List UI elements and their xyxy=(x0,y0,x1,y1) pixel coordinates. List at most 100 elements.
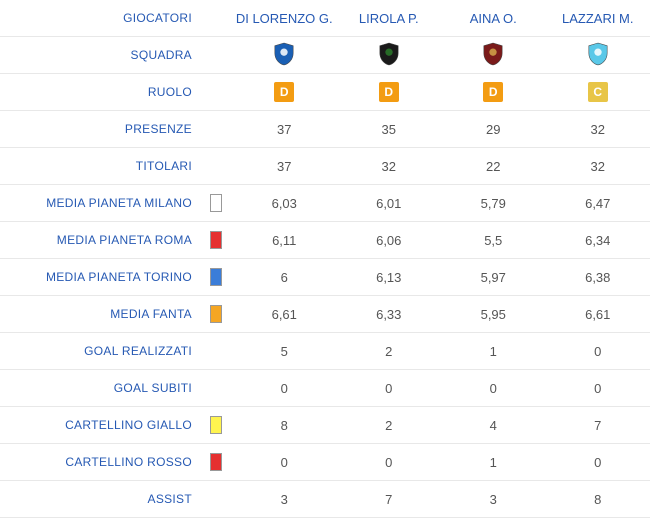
stat-value: 1 xyxy=(441,455,546,470)
row-label: GOAL REALIZZATI xyxy=(0,344,200,358)
team-shield-cell xyxy=(232,42,337,69)
team-shield-cell xyxy=(441,42,546,69)
stat-value: 0 xyxy=(337,381,442,396)
player-header: LAZZARI M. xyxy=(546,11,650,26)
stat-value: 6,01 xyxy=(337,196,442,211)
stat-value: 4 xyxy=(441,418,546,433)
table-row: GOAL REALIZZATI 5210 xyxy=(0,333,650,370)
indicator-cell xyxy=(200,268,232,286)
role-badge: D xyxy=(483,82,503,102)
stat-value: 2 xyxy=(337,344,442,359)
color-indicator-icon xyxy=(210,194,222,212)
stat-value: 0 xyxy=(546,344,650,359)
team-shield-icon xyxy=(273,42,295,66)
stat-value: 37 xyxy=(232,122,337,137)
table-row: MEDIA PIANETA MILANO6,036,015,796,47 xyxy=(0,185,650,222)
indicator-cell xyxy=(200,453,232,471)
ruolo-row: RUOLO D D D C xyxy=(0,74,650,111)
squadra-row: SQUADRA xyxy=(0,37,650,74)
stat-value: 6,03 xyxy=(232,196,337,211)
team-shield-icon xyxy=(482,42,504,66)
color-indicator-icon xyxy=(210,268,222,286)
role-badge: D xyxy=(274,82,294,102)
stat-value: 6,06 xyxy=(337,233,442,248)
indicator-cell xyxy=(200,416,232,434)
table-row: TITOLARI37322232 xyxy=(0,148,650,185)
stat-value: 6,61 xyxy=(546,307,650,322)
row-label: SQUADRA xyxy=(0,48,200,62)
row-label: GOAL SUBITI xyxy=(0,381,200,395)
row-label: MEDIA PIANETA TORINO xyxy=(0,270,200,284)
stat-value: 0 xyxy=(232,455,337,470)
color-indicator-icon xyxy=(210,453,222,471)
stats-table: GIOCATORI DI LORENZO G. LIROLA P. AINA O… xyxy=(0,0,650,518)
player-header: DI LORENZO G. xyxy=(232,11,337,26)
player-header: AINA O. xyxy=(441,11,546,26)
table-row: CARTELLINO GIALLO 8247 xyxy=(0,407,650,444)
stat-value: 29 xyxy=(441,122,546,137)
stat-value: 0 xyxy=(441,381,546,396)
row-label: RUOLO xyxy=(0,85,200,99)
stat-value: 0 xyxy=(337,455,442,470)
table-row: GOAL SUBITI0000 xyxy=(0,370,650,407)
team-shield-cell xyxy=(546,42,650,69)
stat-value: 5 xyxy=(232,344,337,359)
stat-value: 6,34 xyxy=(546,233,650,248)
table-row: MEDIA PIANETA TORINO 66,135,976,38 xyxy=(0,259,650,296)
stat-value: 6,13 xyxy=(337,270,442,285)
stat-value: 0 xyxy=(232,381,337,396)
stat-value: 5,95 xyxy=(441,307,546,322)
color-indicator-icon xyxy=(210,416,222,434)
stat-value: 35 xyxy=(337,122,442,137)
player-header: LIROLA P. xyxy=(337,11,442,26)
row-label: PRESENZE xyxy=(0,122,200,136)
stat-value: 5,5 xyxy=(441,233,546,248)
row-label: MEDIA FANTA xyxy=(0,307,200,321)
header-row: GIOCATORI DI LORENZO G. LIROLA P. AINA O… xyxy=(0,0,650,37)
stat-value: 6 xyxy=(232,270,337,285)
stat-value: 32 xyxy=(546,122,650,137)
data-rows: PRESENZE37352932TITOLARI37322232MEDIA PI… xyxy=(0,111,650,518)
stat-value: 6,11 xyxy=(232,233,337,248)
role-cell: D xyxy=(337,82,442,102)
stat-value: 3 xyxy=(441,492,546,507)
stat-value: 8 xyxy=(546,492,650,507)
role-badge: C xyxy=(588,82,608,102)
role-cell: C xyxy=(546,82,650,102)
stat-value: 2 xyxy=(337,418,442,433)
team-shield-cell xyxy=(337,42,442,69)
stat-value: 0 xyxy=(546,381,650,396)
row-label: CARTELLINO ROSSO xyxy=(0,455,200,469)
row-label: ASSIST xyxy=(0,492,200,506)
indicator-cell xyxy=(200,305,232,323)
stat-value: 7 xyxy=(546,418,650,433)
stat-value: 32 xyxy=(546,159,650,174)
stat-value: 8 xyxy=(232,418,337,433)
team-shield-icon xyxy=(378,42,400,66)
table-row: PRESENZE 37352932 xyxy=(0,111,650,148)
stat-value: 22 xyxy=(441,159,546,174)
stat-value: 6,61 xyxy=(232,307,337,322)
row-label: CARTELLINO GIALLO xyxy=(0,418,200,432)
color-indicator-icon xyxy=(210,305,222,323)
row-label: MEDIA PIANETA ROMA xyxy=(0,233,200,247)
table-row: ASSIST3738 xyxy=(0,481,650,518)
header-label: GIOCATORI xyxy=(0,11,200,25)
stat-value: 0 xyxy=(546,455,650,470)
color-indicator-icon xyxy=(210,231,222,249)
stat-value: 6,47 xyxy=(546,196,650,211)
role-badge: D xyxy=(379,82,399,102)
stat-value: 5,97 xyxy=(441,270,546,285)
table-row: CARTELLINO ROSSO0010 xyxy=(0,444,650,481)
stat-value: 32 xyxy=(337,159,442,174)
stat-value: 1 xyxy=(441,344,546,359)
stat-value: 37 xyxy=(232,159,337,174)
table-row: MEDIA FANTA6,616,335,956,61 xyxy=(0,296,650,333)
role-cell: D xyxy=(232,82,337,102)
role-cell: D xyxy=(441,82,546,102)
stat-value: 6,33 xyxy=(337,307,442,322)
stat-value: 7 xyxy=(337,492,442,507)
row-label: TITOLARI xyxy=(0,159,200,173)
stat-value: 6,38 xyxy=(546,270,650,285)
team-shield-icon xyxy=(587,42,609,66)
